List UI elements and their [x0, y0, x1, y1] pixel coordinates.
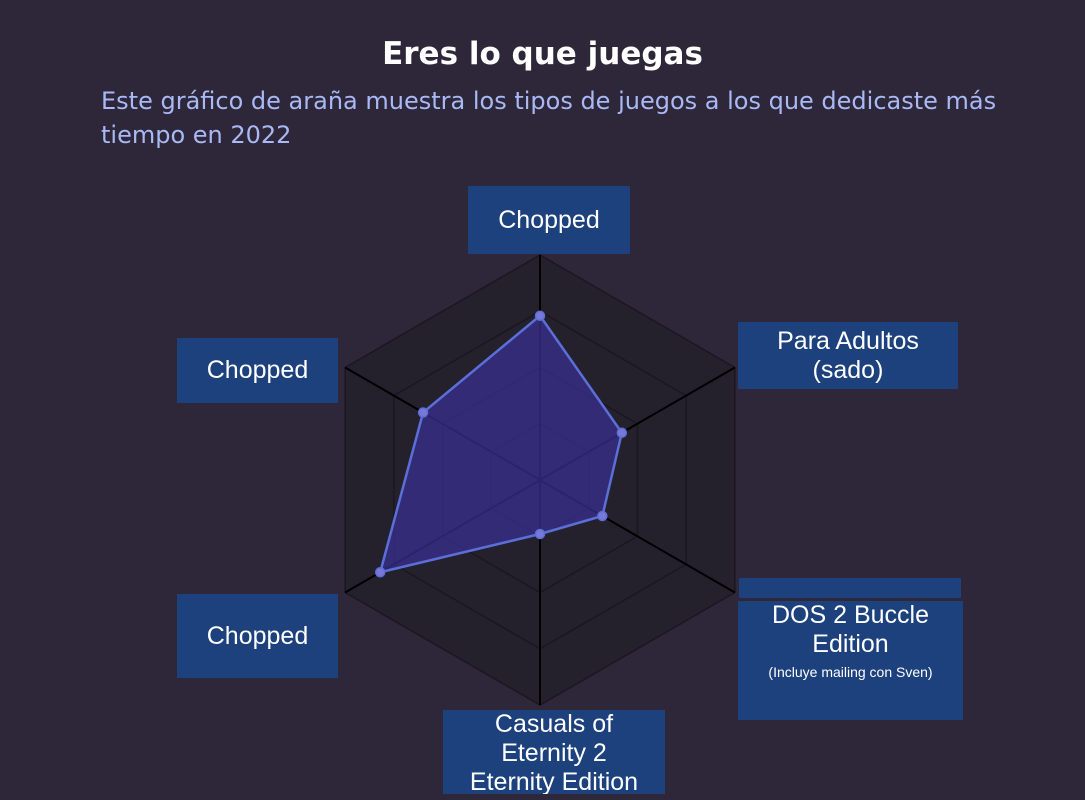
axis-label-5-text: Chopped: [206, 356, 309, 384]
axis-label-5: Chopped: [177, 338, 338, 403]
radar-point-0-5: [417, 407, 429, 418]
radar-point-0-3: [534, 528, 546, 540]
chart-title: Eres lo que juegas: [382, 36, 703, 72]
axis-label-2-note: (Incluye mailing con Sven): [768, 664, 933, 680]
axis-label-1-text: Para Adultos (sado): [777, 326, 919, 384]
axis-label-1: Para Adultos (sado): [738, 322, 958, 389]
axis-label-2: DOS 2 Buccle Edition (Incluye mailing co…: [738, 601, 963, 720]
label-box-decoration: [739, 578, 961, 598]
axis-label-0: Chopped: [468, 186, 630, 254]
axis-label-3-text: Casuals of Eternity 2 Eternity Edition: [469, 710, 639, 794]
axis-label-0-text: Chopped: [498, 205, 600, 234]
axis-label-4: Chopped: [177, 594, 338, 678]
radar-point-0-4: [374, 567, 386, 578]
axis-label-3: Casuals of Eternity 2 Eternity Edition: [443, 710, 665, 794]
axis-label-4-text: Chopped: [206, 621, 309, 650]
radar-point-0-0: [534, 310, 546, 321]
axis-label-2-text: DOS 2 Buccle Edition: [771, 601, 929, 658]
chart-subtitle: Este gráfico de araña muestra los tipos …: [101, 87, 997, 149]
radar-point-0-1: [616, 427, 628, 438]
radar-point-0-2: [597, 510, 608, 522]
